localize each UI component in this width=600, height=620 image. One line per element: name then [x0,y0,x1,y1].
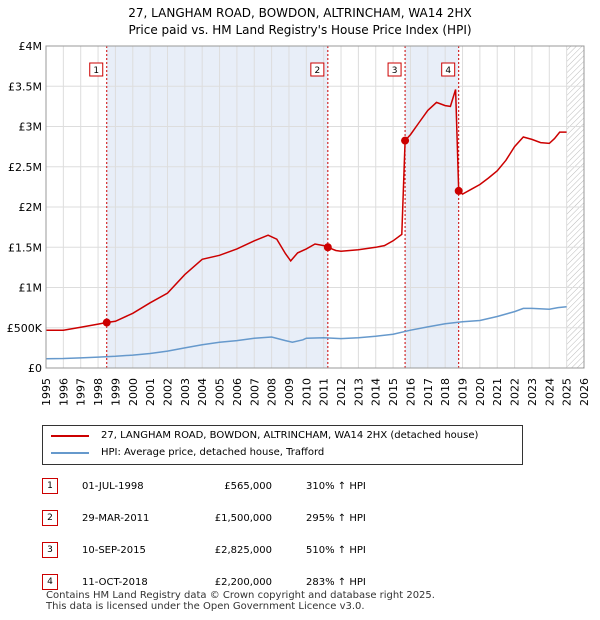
x-tick-label: 1995 [40,378,53,406]
y-tick-label: £1.5M [8,241,42,254]
chart-legend: 27, LANGHAM ROAD, BOWDON, ALTRINCHAM, WA… [42,425,523,465]
x-tick-label: 2020 [474,378,487,406]
y-tick-label: £2.5M [8,161,42,174]
transactions-table: 1 01-JUL-1998 £565,000 310% ↑ HPI 2 29-M… [42,470,426,598]
sale-date: 10-SEP-2015 [82,544,146,556]
table-row: 2 29-MAR-2011 £1,500,000 295% ↑ HPI [42,502,426,534]
x-tick-label: 1997 [75,378,88,406]
x-tick-label: 2022 [509,378,522,406]
sale-label-text: 4 [445,66,451,76]
sale-price: £1,500,000 [214,512,272,524]
x-tick-label: 1998 [92,378,105,406]
x-tick-label: 2023 [526,378,539,406]
chart-title: 27, LANGHAM ROAD, BOWDON, ALTRINCHAM, WA… [128,6,472,20]
sale-label-text: 1 [93,66,99,76]
sale-hpi-change: 310% ↑ HPI [306,480,366,492]
y-tick-label: £4M [19,40,43,53]
y-tick-label: £2M [19,201,43,214]
sale-point [323,243,332,252]
x-tick-label: 2016 [404,378,417,406]
sale-number-badge: 4 [42,574,58,590]
x-tick-label: 2014 [370,378,383,406]
sale-number-badge: 2 [42,510,58,526]
x-tick-label: 2019 [457,378,470,406]
legend-price-line [51,435,89,437]
x-tick-label: 2018 [439,378,452,406]
x-tick-label: 2003 [179,378,192,406]
y-tick-label: £500K [7,322,43,335]
x-tick-label: 2010 [300,378,313,406]
sale-hpi-change: 295% ↑ HPI [306,512,366,524]
sale-number-badge: 3 [42,542,58,558]
x-tick-label: 2006 [231,378,244,406]
sale-price: £2,825,000 [214,544,272,556]
x-tick-label: 2001 [144,378,157,406]
sale-date: 01-JUL-1998 [82,480,144,492]
chart-subtitle: Price paid vs. HM Land Registry's House … [128,23,472,37]
hpi-series-line [45,306,567,360]
price-series-line [45,89,567,332]
sale-hpi-change: 510% ↑ HPI [306,544,366,556]
sale-date: 11-OCT-2018 [82,576,148,588]
x-tick-label: 2007 [248,378,261,406]
y-tick-label: £3.5M [8,80,42,93]
x-tick-label: 2005 [214,378,227,406]
y-tick-label: £1M [19,282,43,295]
table-row: 1 01-JUL-1998 £565,000 310% ↑ HPI [42,470,426,502]
x-tick-label: 2008 [266,378,279,406]
plot-border [45,45,585,369]
x-tick-label: 2013 [352,378,365,406]
x-tick-label: 1999 [109,378,122,406]
x-tick-label: 2004 [196,378,209,406]
footer-notice: Contains HM Land Registry data © Crown c… [46,590,435,612]
x-tick-label: 2024 [543,378,556,406]
footer-licence: This data is licensed under the Open Gov… [46,601,365,612]
x-tick-label: 2012 [335,378,348,406]
x-tick-label: 2021 [491,378,504,406]
sale-point [102,318,111,327]
x-tick-label: 1996 [57,378,70,406]
sale-price: £2,200,000 [214,576,272,588]
sale-label-box [310,62,325,77]
x-tick-label: 2011 [318,378,331,406]
x-tick-label: 2009 [283,378,296,406]
x-tick-label: 2002 [161,378,174,406]
x-tick-label: 2000 [127,378,140,406]
sale-price: £565,000 [224,480,272,492]
sale-label-box [441,62,456,77]
sale-label-box [387,62,402,77]
table-row: 3 10-SEP-2015 £2,825,000 510% ↑ HPI [42,534,426,566]
x-tick-label: 2017 [422,378,435,406]
legend-price-label: 27, LANGHAM ROAD, BOWDON, ALTRINCHAM, WA… [101,430,479,441]
footer-copyright: Contains HM Land Registry data © Crown c… [46,590,435,601]
sale-point [401,136,410,145]
sale-label-text: 2 [314,66,320,76]
x-tick-label: 2015 [387,378,400,406]
table-row: 4 11-OCT-2018 £2,200,000 283% ↑ HPI [42,566,426,598]
y-tick-label: £0 [28,362,42,375]
sale-hpi-change: 283% ↑ HPI [306,576,366,588]
x-tick-label: 2025 [561,378,574,406]
legend-hpi-line [51,452,89,454]
price-chart: 1 2 3 4 £0 £500K £1M £1.5M £2M £2.5M £3M £3.5M £4M 1… [7,40,591,406]
sale-label-box [89,62,104,77]
sale-point [454,186,463,195]
legend-hpi-label: HPI: Average price, detached house, Traf… [101,447,325,458]
sale-label-text: 3 [392,66,398,76]
y-tick-label: £3M [19,121,43,134]
sale-number-badge: 1 [42,478,58,494]
sale-date: 29-MAR-2011 [82,512,150,524]
x-tick-label: 2026 [578,378,591,406]
